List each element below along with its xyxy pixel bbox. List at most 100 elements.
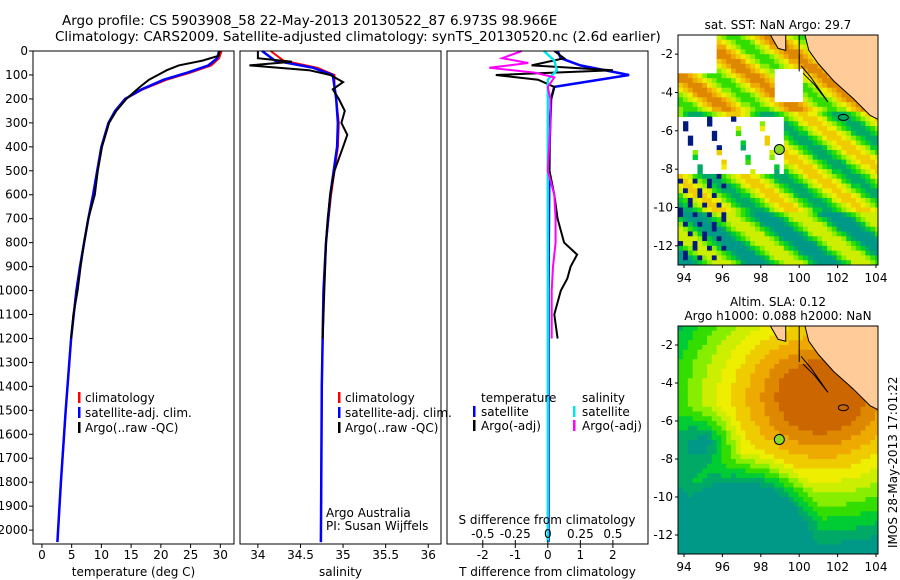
map-cell	[803, 535, 809, 541]
map-cell	[855, 250, 862, 256]
map-cell	[726, 68, 732, 74]
map-cell	[783, 150, 790, 156]
map-cell	[822, 164, 828, 170]
map-cell	[750, 39, 756, 46]
map-cell	[716, 354, 722, 360]
map-cell	[740, 501, 746, 507]
map-cell	[798, 255, 804, 261]
map-cell	[846, 207, 852, 213]
map-cell	[731, 463, 737, 469]
map-cell	[759, 516, 766, 522]
map-cell	[865, 221, 871, 228]
map-cell	[764, 482, 770, 488]
map-cell	[764, 535, 770, 541]
map-cell	[769, 463, 775, 469]
map-cell	[880, 478, 885, 483]
map-cell	[726, 236, 732, 242]
map-cell	[692, 250, 698, 256]
map-cell	[822, 454, 828, 460]
map-cell	[711, 102, 718, 108]
map-cell	[711, 444, 718, 450]
map-cell	[731, 511, 737, 517]
map-cell	[880, 440, 885, 445]
map-cell	[880, 459, 885, 464]
map-cell	[798, 231, 804, 237]
map-cell	[855, 416, 862, 422]
map-cell	[697, 383, 703, 389]
map-cell	[745, 207, 751, 213]
map-cell	[788, 241, 794, 247]
map-cell	[812, 516, 818, 522]
map-cell	[880, 535, 885, 540]
map-cell	[783, 383, 790, 389]
map-cell	[745, 359, 751, 365]
map-cell	[803, 444, 809, 450]
map-cell	[788, 511, 794, 517]
map-cell	[769, 468, 775, 474]
map-cell	[745, 463, 751, 469]
map-cell	[721, 430, 727, 436]
map-cell	[735, 440, 742, 446]
footer-stamp: IMOS 28-May-2013 17:01:22	[886, 376, 900, 548]
map-cell	[783, 335, 790, 341]
map-cell	[880, 359, 885, 364]
map-cell	[865, 250, 871, 256]
map-cell	[865, 126, 871, 132]
map-cell	[836, 193, 842, 199]
map-cell	[870, 250, 876, 256]
map-cell	[880, 454, 885, 459]
map-cell	[735, 58, 742, 65]
map-cell	[759, 411, 766, 417]
map-cell	[855, 392, 862, 398]
map-cell	[783, 406, 790, 412]
map-cell	[759, 482, 766, 488]
map-cell	[788, 487, 794, 493]
map-cell	[740, 335, 746, 341]
map-cell	[807, 106, 814, 113]
map-cell	[831, 241, 838, 247]
map-cell	[774, 193, 780, 199]
map-cell	[764, 226, 770, 232]
map-cell	[793, 44, 799, 50]
map-cell	[726, 482, 732, 488]
map-cell	[831, 430, 838, 436]
map-cell	[798, 482, 804, 488]
map-cell	[726, 364, 732, 370]
map-cell	[692, 207, 698, 213]
x-axis-label: T difference from climatology	[458, 565, 636, 579]
map-cell	[865, 212, 871, 218]
map-cell	[870, 217, 876, 223]
map-cell	[779, 111, 785, 117]
map-cell	[735, 487, 742, 493]
map-cell	[726, 49, 732, 55]
map-cell	[783, 54, 790, 60]
map-cell	[880, 212, 885, 217]
map-cell	[880, 64, 885, 69]
map-cell	[822, 544, 828, 550]
map-cell	[807, 241, 814, 247]
map-cell	[836, 221, 842, 228]
map-cell	[731, 197, 737, 204]
map-cell	[774, 549, 780, 554]
map-cell	[702, 260, 708, 265]
map-cell	[707, 250, 713, 256]
map-cell	[711, 231, 718, 237]
map-cell	[745, 188, 751, 194]
map-cell	[678, 359, 684, 365]
map-cell	[788, 236, 794, 242]
map-cell	[788, 425, 794, 431]
map-cell	[779, 501, 785, 507]
map-cell	[807, 207, 814, 213]
map-cell	[783, 39, 790, 46]
map-cell	[865, 217, 871, 223]
map-cell	[831, 411, 838, 417]
map-cell	[759, 454, 766, 460]
map-cell	[735, 397, 742, 403]
map-cell	[817, 421, 823, 427]
map-cell	[865, 554, 870, 559]
map-cell	[870, 449, 876, 455]
map-cell	[841, 454, 847, 460]
map-cell	[764, 473, 770, 479]
map-cell	[846, 116, 852, 122]
map-cell	[812, 255, 818, 261]
